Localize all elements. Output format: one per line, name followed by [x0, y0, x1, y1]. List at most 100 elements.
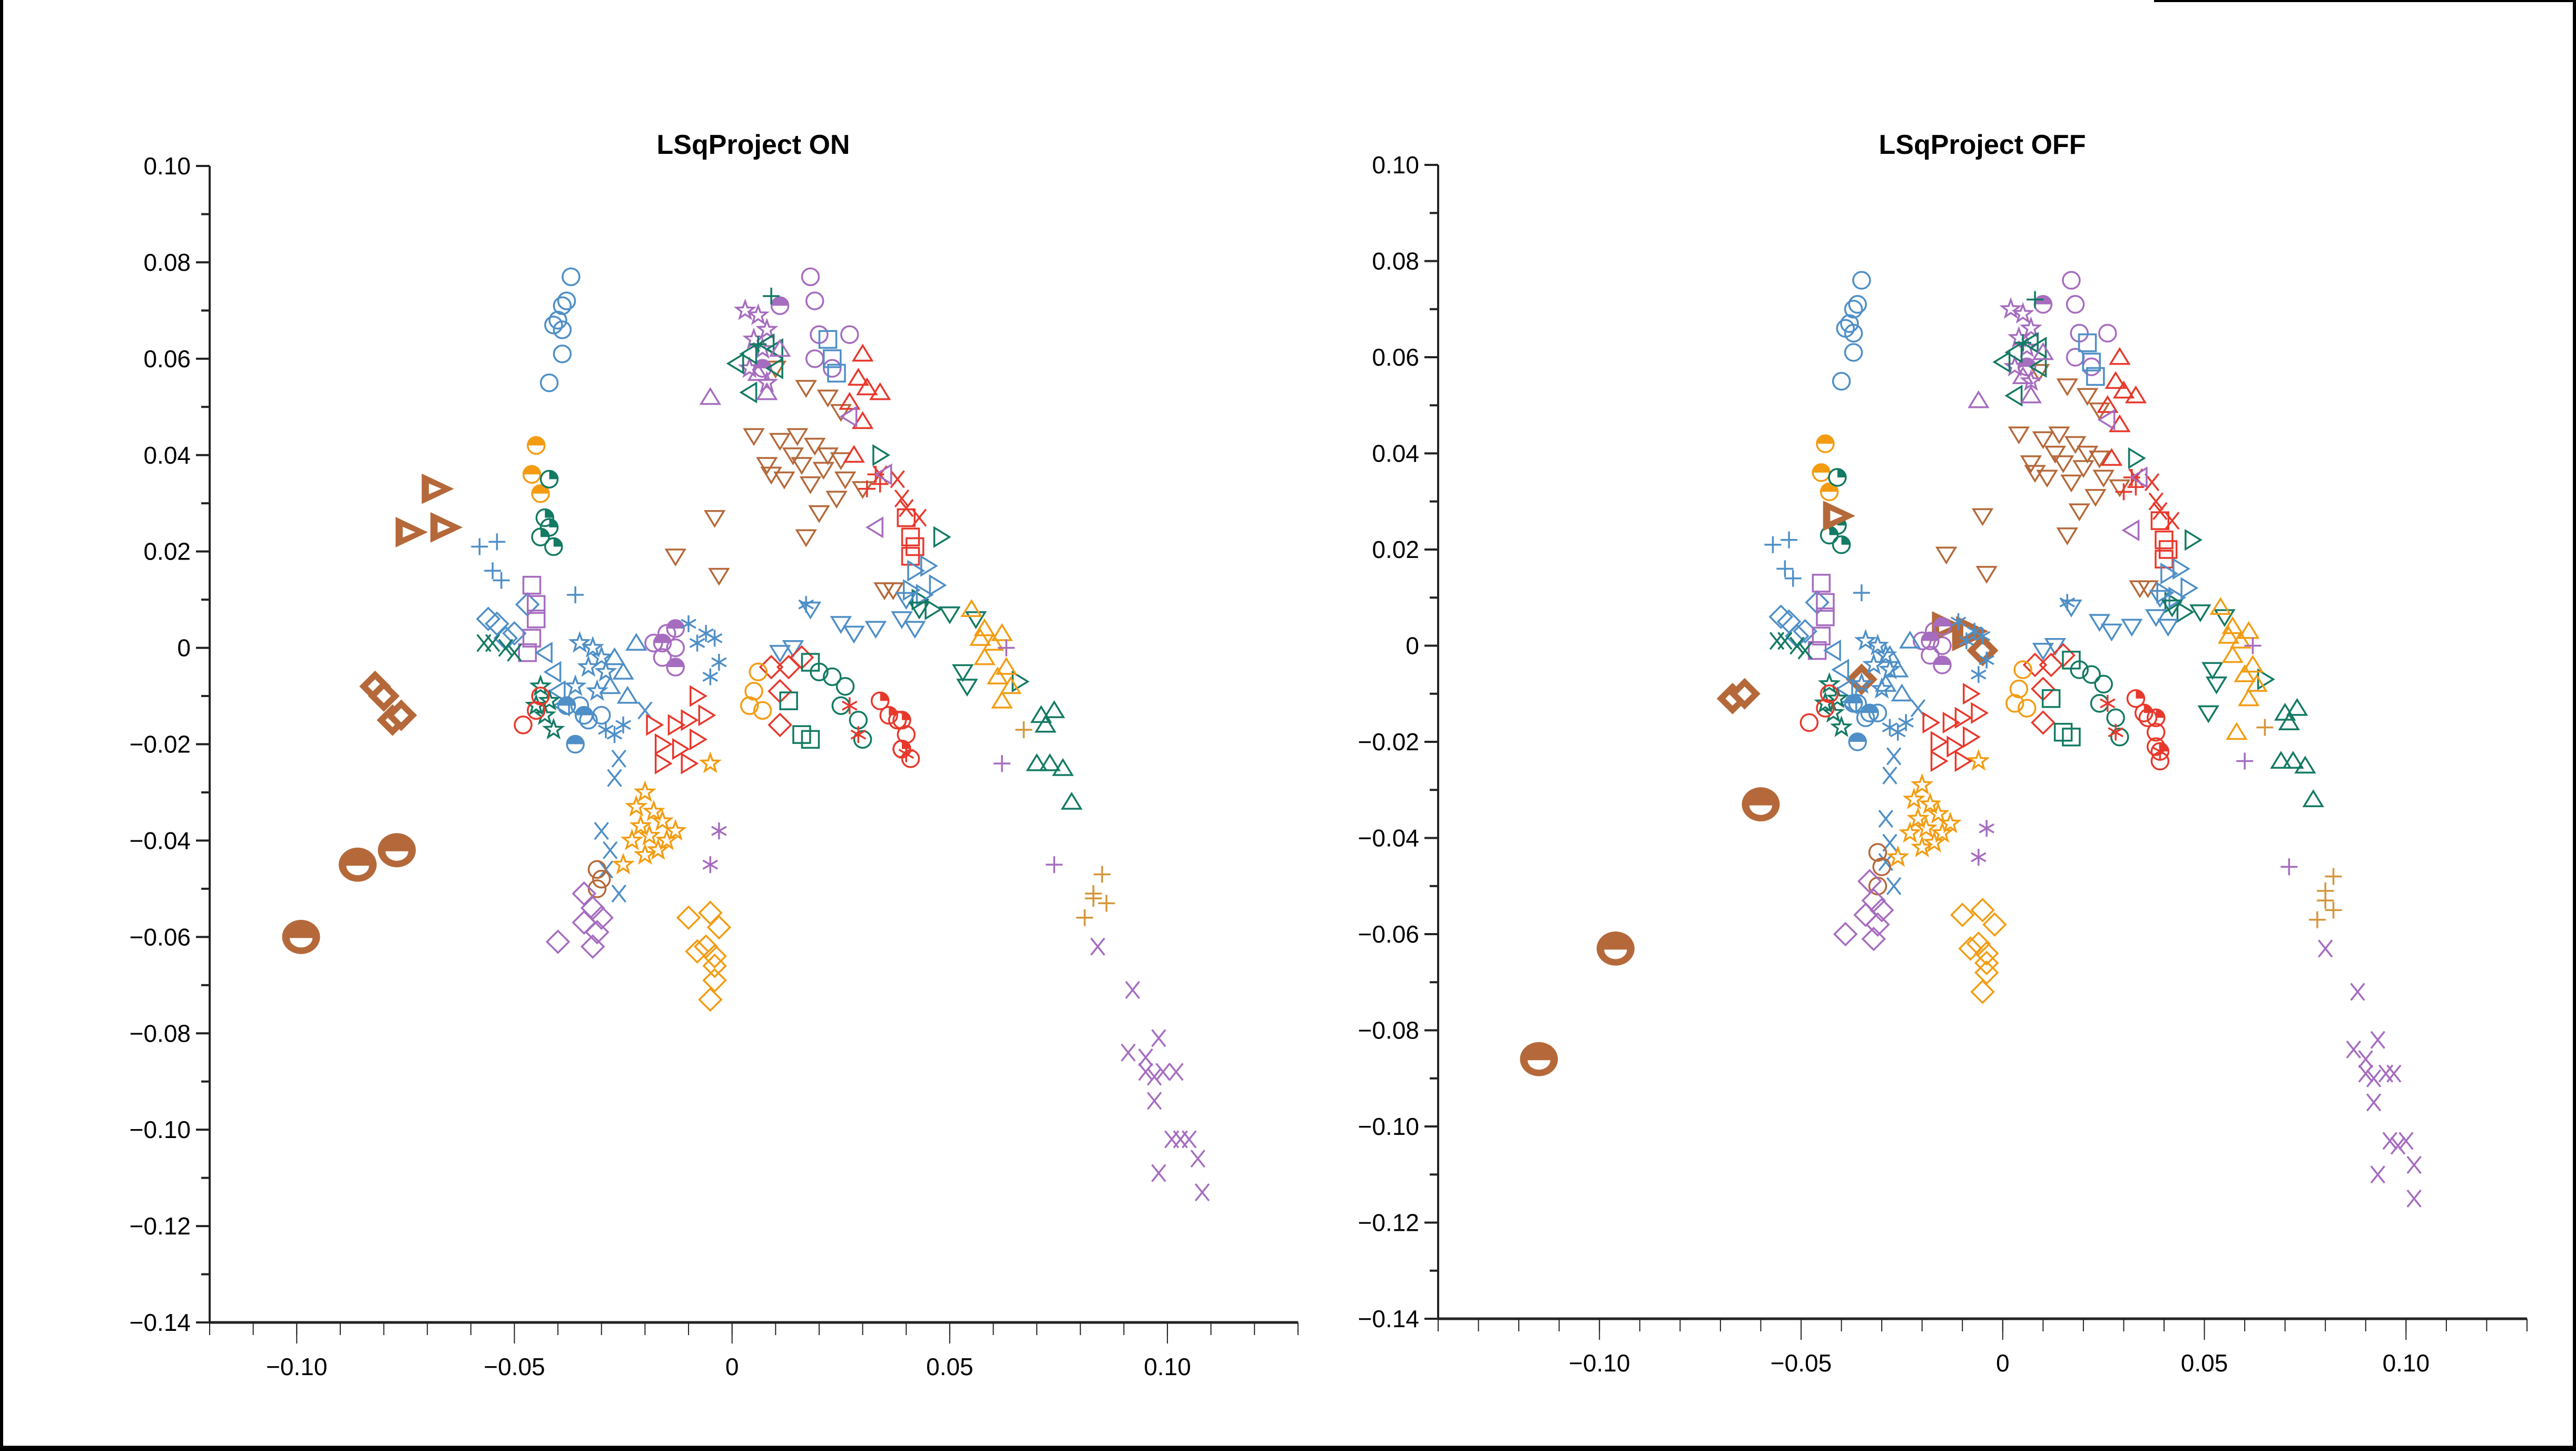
- plus-marker: [750, 336, 767, 353]
- star-marker: [655, 828, 679, 850]
- circle-marker: [2066, 295, 2085, 314]
- x-marker: [607, 769, 622, 787]
- plus-marker: [1015, 721, 1033, 739]
- triangle-up-marker: [960, 599, 982, 617]
- triangle-left-marker: [2097, 408, 2116, 431]
- triangle-right-marker: [907, 560, 926, 582]
- triangle-right-marker: [2172, 557, 2190, 580]
- plus-marker: [1784, 570, 1802, 587]
- half-circle-marker: [527, 436, 546, 455]
- y-tick-label: 0.02: [143, 538, 191, 565]
- diamond-marker: [1970, 898, 1995, 923]
- x-marker: [2378, 1064, 2394, 1083]
- star-marker: [1939, 811, 1962, 834]
- asterisk-marker: [1971, 666, 1987, 683]
- circle-marker: [1844, 343, 1863, 362]
- axes: 0.10 0.08 0.06 0.04 0.02 0 −0.02 −0.04 −0.06 −0.0…: [1358, 151, 2528, 1377]
- star-marker: [633, 780, 657, 802]
- triangle-down-marker: [769, 645, 791, 663]
- x-marker: [1155, 1063, 1171, 1081]
- triangle-down-marker: [2008, 426, 2030, 445]
- triangle-left-marker: [2029, 356, 2047, 378]
- triangle-down-marker: [2056, 527, 2078, 545]
- circle-marker: [805, 291, 824, 310]
- circle-marker: [2017, 699, 2037, 718]
- star-marker: [1999, 297, 2022, 319]
- triangle-left-marker: [2004, 341, 2023, 364]
- triangle-down-marker: [769, 433, 791, 451]
- triangle-left-marker: [2129, 466, 2148, 488]
- x-marker: [594, 822, 609, 840]
- star-marker: [664, 819, 687, 841]
- triangle-up-marker: [987, 666, 1009, 685]
- plus-marker: [1046, 856, 1063, 874]
- triangle-left-marker: [2004, 385, 2023, 407]
- y-tick-label: 0.08: [1372, 248, 1419, 275]
- plus-marker: [1076, 909, 1094, 926]
- triangle-up-marker: [2105, 371, 2127, 389]
- triangle-down-marker: [2201, 662, 2224, 680]
- asterisk-marker: [2059, 594, 2076, 611]
- triangle-up-marker: [1899, 631, 1921, 649]
- x-marker: [1147, 1067, 1162, 1086]
- circle-marker: [1844, 323, 1863, 343]
- circle-marker: [1820, 684, 1839, 703]
- diamond-marker: [1974, 960, 1999, 985]
- triangle-up-marker: [851, 411, 874, 429]
- star-marker: [594, 660, 617, 682]
- star-marker: [1826, 687, 1849, 709]
- asterisk-marker: [702, 856, 719, 874]
- x-marker: [2148, 492, 2164, 511]
- square-marker: [897, 508, 916, 527]
- triangle-up-marker: [2282, 751, 2304, 769]
- triangle-up-marker: [839, 391, 861, 410]
- star-marker: [1822, 701, 1845, 723]
- square-marker: [527, 595, 546, 614]
- triangle-left-marker: [1831, 659, 1850, 681]
- y-tick-label: −0.02: [130, 731, 191, 758]
- triangle-down-marker: [956, 679, 978, 697]
- star-marker: [733, 298, 757, 320]
- asterisk-marker: [1898, 714, 1914, 731]
- x-marker: [1769, 632, 1785, 650]
- triangle-left-marker: [547, 680, 566, 702]
- star-marker: [1886, 845, 1910, 867]
- x-marker: [2370, 1165, 2385, 1184]
- x-marker: [1790, 636, 1805, 655]
- bold-diamond-marker: [1728, 678, 1761, 710]
- diamond-marker: [580, 934, 605, 959]
- circle-marker: [2005, 694, 2024, 713]
- diamond-marker: [706, 915, 732, 940]
- square-marker: [818, 330, 838, 349]
- asterisk-marker: [2100, 695, 2116, 712]
- circle-marker: [553, 320, 572, 339]
- triangle-up-marker: [2032, 342, 2054, 360]
- diamond-marker: [545, 929, 571, 954]
- asterisk-marker: [2108, 723, 2123, 741]
- x-marker: [2366, 1093, 2382, 1112]
- quarter-circle-marker: [870, 691, 890, 710]
- triangle-right-marker: [872, 444, 891, 466]
- triangle-down-marker: [2092, 469, 2115, 488]
- triangle-down-marker: [2056, 378, 2078, 397]
- x-marker: [2390, 1136, 2406, 1155]
- plus-marker: [1085, 890, 1102, 907]
- star-marker: [1931, 821, 1954, 843]
- x-tick-label: 0: [725, 1353, 739, 1380]
- diamond-marker: [702, 953, 727, 978]
- x-marker: [1882, 766, 1897, 785]
- diamond-marker: [1869, 898, 1894, 923]
- triangle-right-marker: [1942, 711, 1961, 734]
- marks: [282, 267, 1210, 1202]
- triangle-up-marker: [2238, 688, 2260, 707]
- square-marker: [1816, 607, 1835, 626]
- triangle-right-marker: [2257, 668, 2275, 691]
- y-tick-label: −0.06: [130, 923, 191, 950]
- half-circle-marker: [2033, 295, 2053, 314]
- half-circle-marker: [1933, 655, 1952, 674]
- y-tick-label: −0.10: [130, 1116, 191, 1143]
- circle-marker: [1921, 646, 1940, 665]
- triangle-up-marker: [599, 676, 622, 694]
- asterisk-marker: [706, 630, 723, 647]
- plus-marker: [994, 755, 1011, 772]
